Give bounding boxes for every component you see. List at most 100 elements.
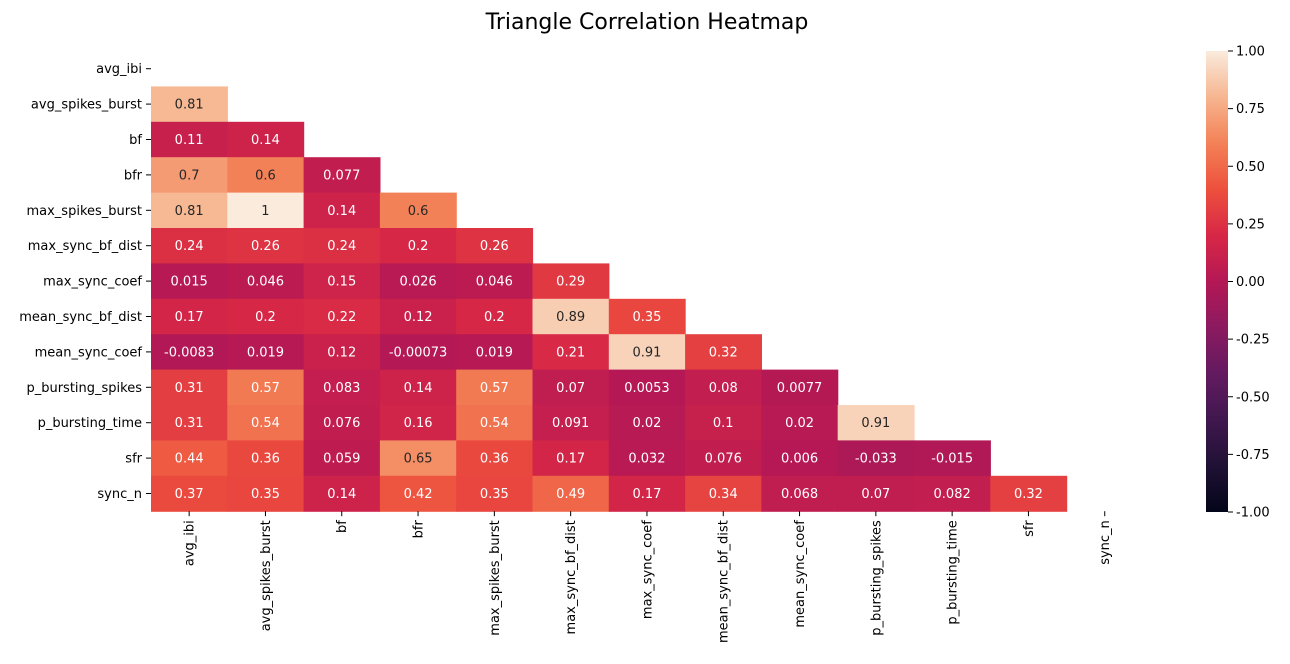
cell-value-label: 0.026 xyxy=(399,275,436,290)
colorbar-tick-label: -0.75 xyxy=(1236,448,1270,463)
cell-value-label: 0.37 xyxy=(175,487,204,502)
heatmap-cell xyxy=(761,475,839,512)
cell-value-label: 0.02 xyxy=(632,416,661,431)
cell-value-label: 0.34 xyxy=(709,487,738,502)
heatmap-cell xyxy=(532,334,610,371)
y-tick-label: p_bursting_time xyxy=(38,416,142,431)
heatmap-cell xyxy=(837,475,915,512)
cell-value-label: 0.31 xyxy=(175,381,204,396)
y-tick-label: avg_spikes_burst xyxy=(31,98,142,113)
cell-value-label: 0.49 xyxy=(556,487,585,502)
heatmap-cell xyxy=(379,263,457,300)
heatmap-cell xyxy=(151,440,228,477)
y-tick-label: sfr xyxy=(125,452,142,467)
cell-value-label: 0.26 xyxy=(480,239,509,254)
cell-value-label: 0.02 xyxy=(785,416,814,431)
cell-value-label: 0.81 xyxy=(175,204,204,219)
cell-value-label: 0.14 xyxy=(251,133,280,148)
heatmap-cell xyxy=(227,475,305,512)
heatmap-cell xyxy=(151,298,228,335)
cell-value-label: 0.08 xyxy=(709,381,738,396)
heatmap-cells: 0.81 0.11 0.14 0.7 0.6 0.077 0.81 1 0.14 0.6 0.24 0… xyxy=(151,86,1068,512)
cell-value-label: 1 xyxy=(261,204,269,219)
cell-value-label: 0.07 xyxy=(861,487,890,502)
cell-value-label: 0.24 xyxy=(175,239,204,254)
cell-value-label: 0.059 xyxy=(323,452,360,467)
heatmap-cell xyxy=(685,440,762,477)
x-tick-label: sync_n xyxy=(1098,520,1113,565)
x-tick-label: p_bursting_spikes xyxy=(869,520,884,636)
cell-value-label: 0.019 xyxy=(247,345,284,360)
cell-value-label: 0.15 xyxy=(327,275,356,290)
heatmap-cell xyxy=(303,228,381,264)
x-tick-label: avg_ibi xyxy=(183,520,198,566)
cell-value-label: 0.36 xyxy=(251,452,280,467)
heatmap-cell xyxy=(761,405,839,441)
heatmap-cell xyxy=(685,405,762,441)
cell-value-label: 0.91 xyxy=(861,416,890,431)
cell-value-label: 0.29 xyxy=(556,275,585,290)
y-tick-label: max_spikes_burst xyxy=(26,204,142,219)
heatmap-cell xyxy=(456,298,534,335)
cell-value-label: 0.54 xyxy=(480,416,509,431)
colorbar-tick-label: -0.25 xyxy=(1236,333,1270,348)
heatmap-cell xyxy=(303,298,381,335)
heatmap-cell xyxy=(151,192,228,229)
cell-value-label: -0.00073 xyxy=(389,345,447,360)
x-axis-labels: avg_ibi avg_spikes_burst bf bfr max_spikes_b… xyxy=(183,511,1113,643)
cell-value-label: 0.36 xyxy=(480,452,509,467)
cell-value-label: 0.1 xyxy=(713,416,734,431)
heatmap-cell xyxy=(685,334,762,371)
cell-value-label: 0.14 xyxy=(404,381,433,396)
cell-value-label: 0.91 xyxy=(632,345,661,360)
cell-value-label: 0.35 xyxy=(480,487,509,502)
cell-value-label: 0.24 xyxy=(327,239,356,254)
heatmap-cell xyxy=(837,440,915,477)
heatmap-cell xyxy=(379,405,457,441)
heatmap-cell xyxy=(761,369,839,406)
cell-value-label: 0.57 xyxy=(251,381,280,396)
x-tick-label: max_spikes_burst xyxy=(488,520,503,636)
y-tick-label: mean_sync_bf_dist xyxy=(19,310,142,325)
heatmap-cell xyxy=(379,475,457,512)
heatmap-cell xyxy=(151,86,228,123)
heatmap-cell xyxy=(227,405,305,441)
heatmap-cell xyxy=(227,334,305,371)
cell-value-label: 0.54 xyxy=(251,416,280,431)
heatmap-cell xyxy=(227,369,305,406)
heatmap-cell xyxy=(227,157,305,194)
heatmap-cell xyxy=(456,263,534,300)
cell-value-label: 0.32 xyxy=(1014,487,1043,502)
y-tick-label: sync_n xyxy=(97,487,142,502)
heatmap-cell xyxy=(151,121,228,158)
cell-value-label: 0.44 xyxy=(175,452,204,467)
heatmap-cell xyxy=(227,121,305,158)
cell-value-label: 0.22 xyxy=(327,310,356,325)
cell-value-label: 0.31 xyxy=(175,416,204,431)
heatmap-cell xyxy=(532,440,610,477)
cell-value-label: 0.11 xyxy=(175,133,204,148)
y-tick-label: mean_sync_coef xyxy=(35,345,143,360)
heatmap-cell xyxy=(151,475,228,512)
x-tick-label: mean_sync_coef xyxy=(793,520,808,628)
colorbar: 1.00 0.75 0.50 0.25 0.00 -0.25 -0.50 -0.75 -1.00 xyxy=(1206,45,1270,521)
heatmap-cell xyxy=(532,475,610,512)
cell-value-label: 0.2 xyxy=(408,239,429,254)
heatmap-cell xyxy=(532,405,610,441)
heatmap-cell xyxy=(456,405,534,441)
x-tick-label: bfr xyxy=(412,520,427,539)
cell-value-label: 0.068 xyxy=(781,487,818,502)
cell-value-label: 0.091 xyxy=(552,416,589,431)
cell-value-label: 0.07 xyxy=(556,381,585,396)
heatmap-cell xyxy=(379,228,457,264)
cell-value-label: 0.16 xyxy=(404,416,433,431)
heatmap-cell xyxy=(227,298,305,335)
heatmap-cell xyxy=(608,369,686,406)
cell-value-label: 0.2 xyxy=(484,310,505,325)
cell-value-label: 0.17 xyxy=(556,452,585,467)
heatmap-cell xyxy=(303,263,381,300)
x-tick-label: avg_spikes_burst xyxy=(259,520,274,631)
y-tick-label: p_bursting_spikes xyxy=(26,381,142,396)
cell-value-label: 0.14 xyxy=(327,204,356,219)
